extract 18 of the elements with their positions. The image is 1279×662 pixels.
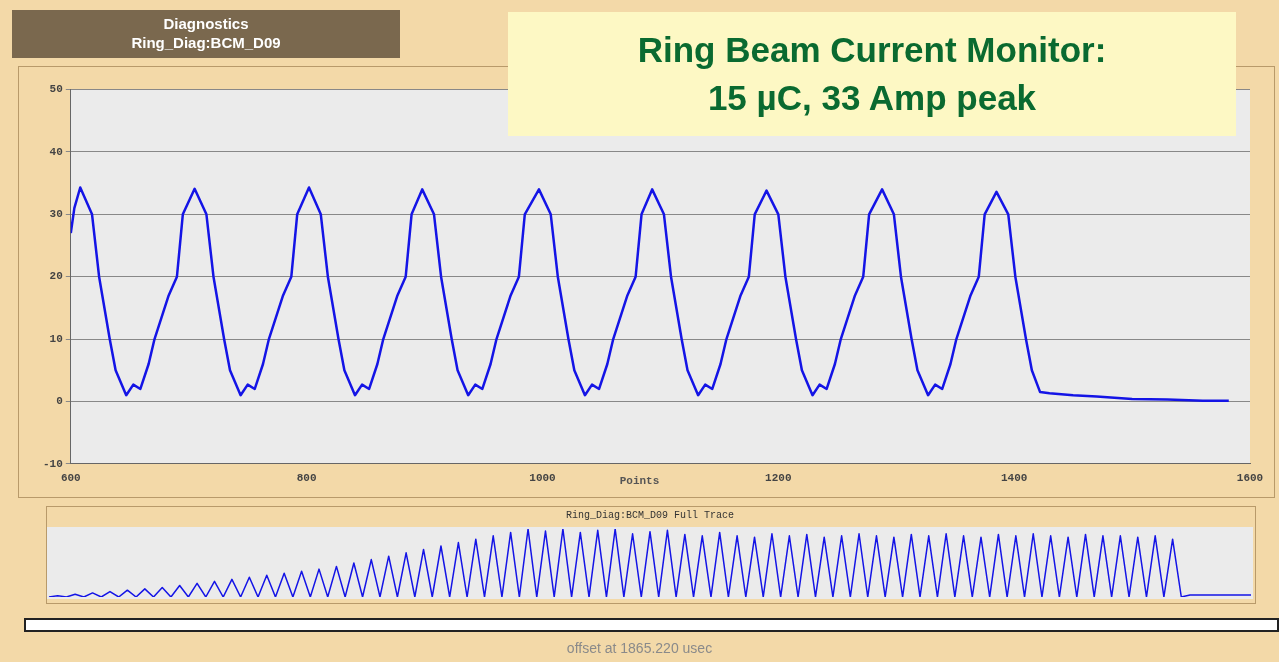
x-tick-label: 1600	[1236, 472, 1264, 485]
caption-box: Ring Beam Current Monitor: 15 µC, 33 Amp peak	[508, 12, 1236, 136]
x-tick-label: 1400	[1000, 472, 1028, 485]
chart-title: Ring_Diag:BCM_D09 Full Trace	[565, 510, 735, 521]
x-tick-label: 1000	[529, 472, 556, 485]
y-tick-label: 20	[49, 270, 63, 283]
text: offset at 1865.220 usec	[565, 640, 714, 656]
y-tick-label: 10	[49, 332, 63, 345]
y-tick-label: 30	[49, 208, 63, 221]
y-tick-label: 40	[49, 145, 63, 158]
y-tick-label: 50	[49, 83, 63, 96]
x-tick-label: 1200	[765, 472, 792, 485]
y-tick-label: 0	[56, 395, 63, 408]
x-axis-title: Points	[619, 475, 660, 487]
x-tick-label: 800	[296, 472, 317, 485]
x-tick-label: 600	[60, 472, 81, 485]
chart-subtitle: Diagnostics Ring_Diag:BCM_D09	[12, 10, 400, 58]
y-tick-label: -10	[42, 457, 63, 470]
